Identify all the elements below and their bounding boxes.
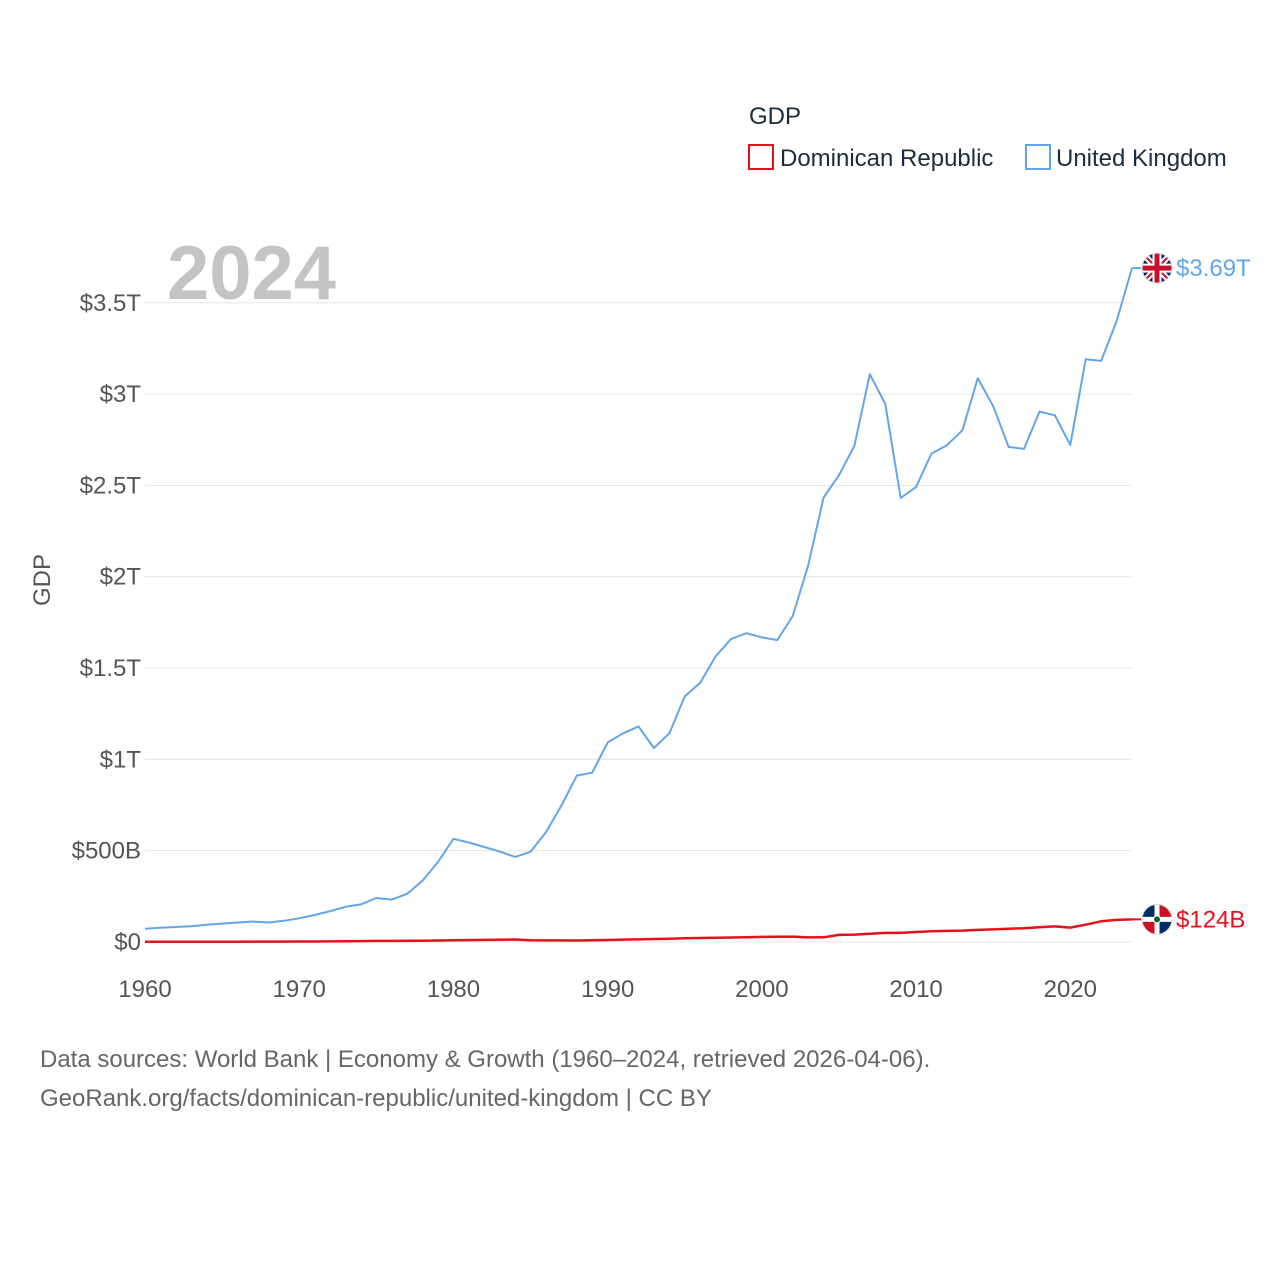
footer-sources: Data sources: World Bank | Economy & Gro… bbox=[40, 1046, 931, 1073]
year-label: 2024 bbox=[167, 231, 336, 316]
y-tick-label: $1.5T bbox=[80, 655, 142, 682]
uk-flag-body bbox=[1142, 253, 1172, 284]
series-end-labels: $124B $3.69T bbox=[1132, 252, 1251, 935]
legend-label-dominican-republic: Dominican Republic bbox=[780, 145, 993, 172]
y-tick-label: $1T bbox=[100, 746, 142, 773]
legend-swatch-united-kingdom bbox=[1025, 144, 1051, 170]
end-value-label: $124B bbox=[1176, 906, 1245, 933]
y-tick-label: $500B bbox=[72, 838, 141, 865]
y-tick-label: $2T bbox=[100, 564, 142, 591]
flag-outline bbox=[1141, 252, 1173, 284]
end-value-label: $3.69T bbox=[1176, 255, 1251, 282]
series-line-dominican-republic bbox=[144, 918, 1133, 944]
uk-flag-cross-red bbox=[1154, 253, 1160, 284]
y-tick-label: $3T bbox=[100, 381, 142, 408]
x-tick-label: 1980 bbox=[427, 976, 480, 1003]
x-tick-label: 2020 bbox=[1044, 976, 1097, 1003]
x-tick-label: 2010 bbox=[889, 976, 942, 1003]
x-tick-label: 1990 bbox=[581, 976, 634, 1003]
y-axis-title: GDP bbox=[29, 554, 56, 606]
legend-item-dominican-republic[interactable]: Dominican Republic bbox=[748, 144, 993, 172]
x-axis-ticks: 1960 1970 1980 1990 2000 2010 2020 bbox=[118, 976, 1097, 1003]
series-line-united-kingdom bbox=[144, 267, 1133, 930]
x-tick-label: 1960 bbox=[118, 976, 171, 1003]
grid-lines bbox=[145, 302, 1132, 943]
y-tick-label: $2.5T bbox=[80, 472, 142, 499]
dominican-republic-flag bbox=[1141, 903, 1173, 935]
y-tick-label: $3.5T bbox=[80, 290, 142, 317]
flag-outline bbox=[1141, 903, 1173, 935]
do-flag-body bbox=[1142, 904, 1172, 935]
legend-label-united-kingdom: United Kingdom bbox=[1056, 145, 1227, 172]
legend-title: GDP bbox=[749, 103, 801, 130]
do-flag-emblem bbox=[1153, 915, 1161, 924]
united-kingdom-flag bbox=[1141, 252, 1173, 284]
series-lines bbox=[144, 267, 1133, 944]
legend-item-united-kingdom[interactable]: United Kingdom bbox=[1025, 144, 1227, 172]
x-tick-label: 1970 bbox=[273, 976, 326, 1003]
y-tick-label: $0 bbox=[114, 929, 141, 956]
legend-swatch-dominican-republic bbox=[748, 144, 774, 170]
footer-link[interactable]: GeoRank.org/facts/dominican-republic/uni… bbox=[40, 1085, 712, 1112]
legend: GDP Dominican Republic United Kingdom bbox=[748, 103, 1227, 172]
y-axis-ticks: $0 $500B $1T $1.5T $2T $2.5T $3T $3.5T bbox=[72, 290, 142, 956]
x-tick-label: 2000 bbox=[735, 976, 788, 1003]
